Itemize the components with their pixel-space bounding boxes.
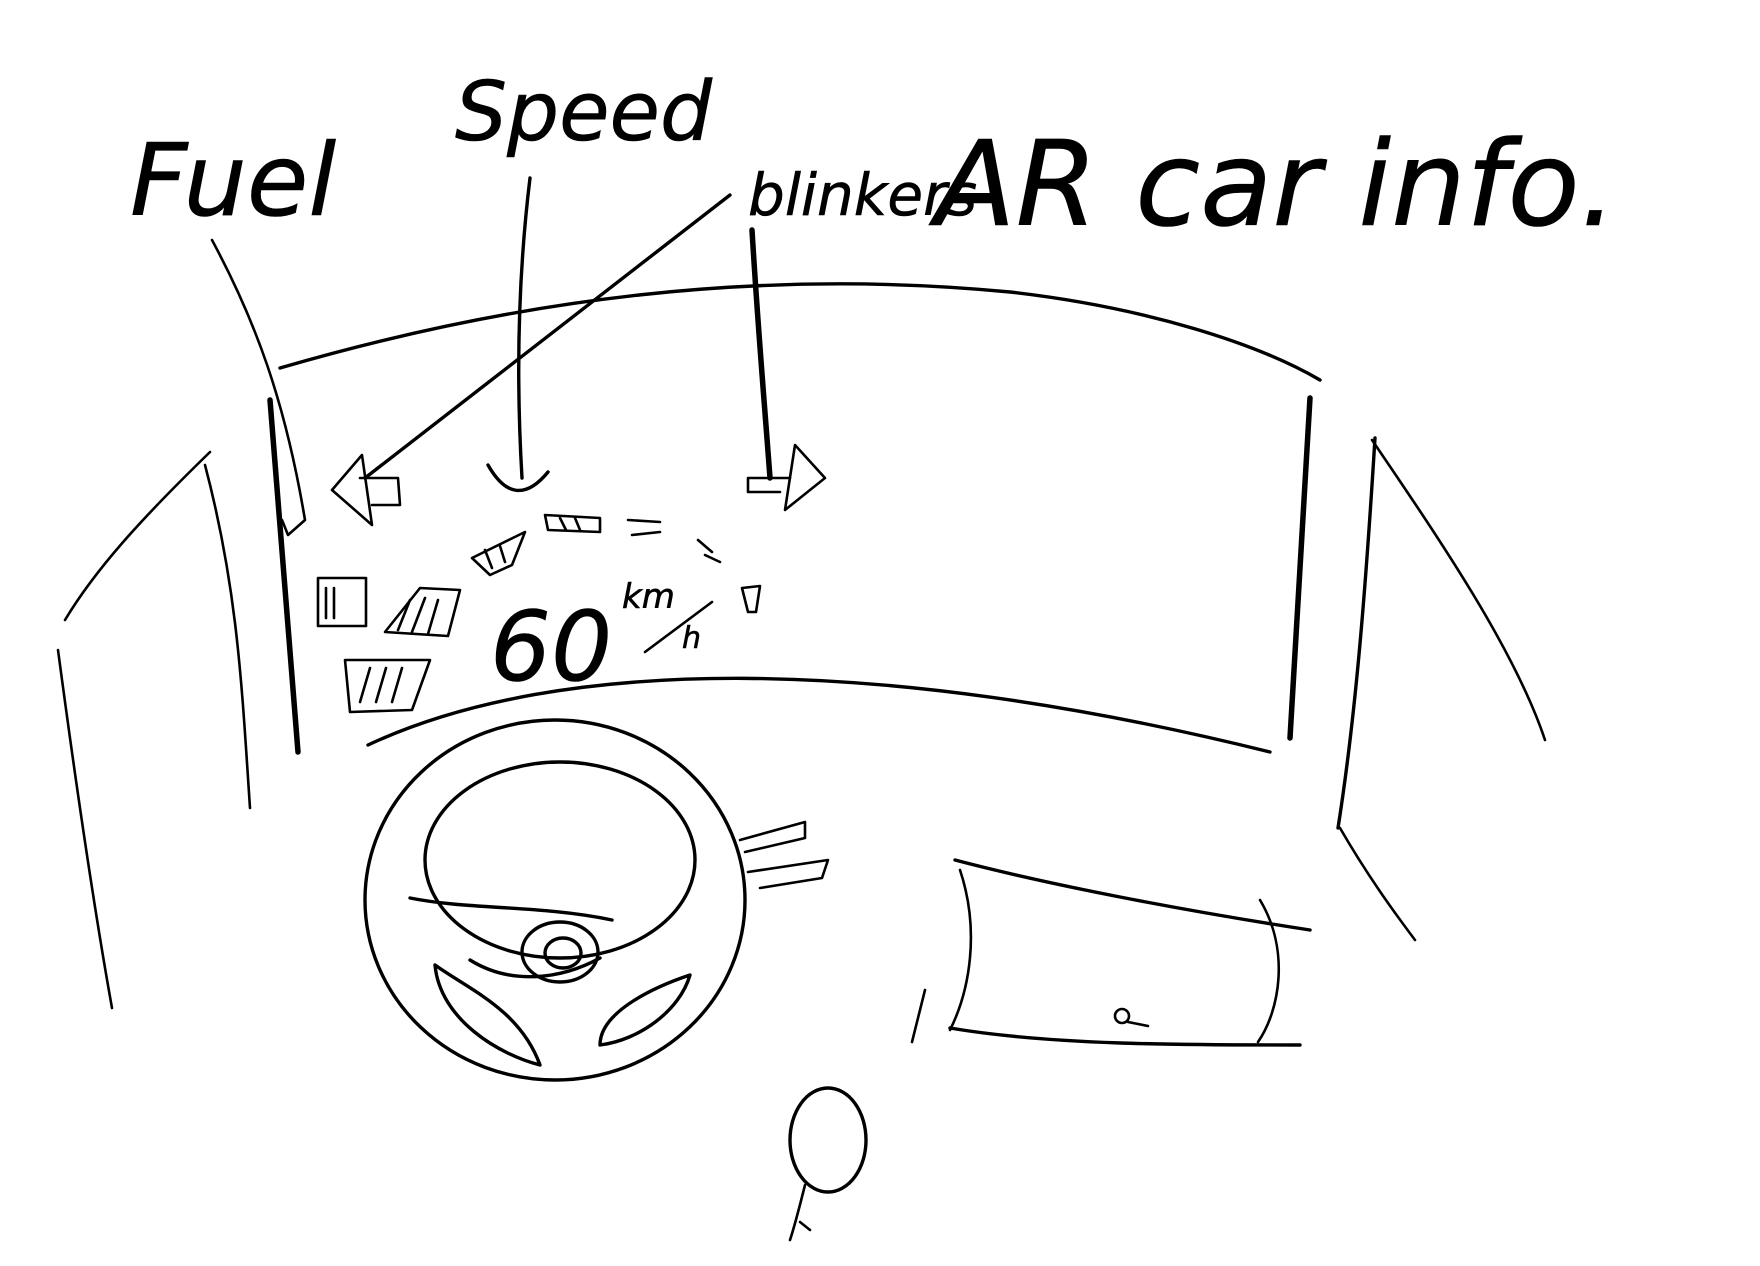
right-blinker-icon [746,443,827,512]
speed-arrow [517,176,532,480]
label-blinkers: blinkers [748,161,977,229]
turn-signal-stalk [738,820,830,890]
hud-indicator-icons [470,513,762,614]
speed-value: 60 [490,591,612,703]
car-body-lines [56,436,1547,1010]
speed-unit-bottom: h [682,621,701,656]
annotation-arrows [210,176,773,537]
speed-unit-divider [643,600,714,654]
glovebox [910,858,1312,1047]
steering-wheel [363,718,747,1082]
blinker-left-arrow [363,193,732,480]
speed-unit-top: km [622,577,675,617]
fuel-arrow [210,238,307,537]
blinker-right-arrow [749,227,773,481]
label-fuel: Fuel [130,122,336,239]
left-blinker-icon [330,453,402,527]
gear-shift-knob [788,1086,868,1242]
speed-arrowhead [486,463,550,492]
fuel-gauge-icon [316,576,462,714]
windshield-frame [267,282,1322,755]
label-speed: Speed [455,65,713,160]
diagram-title: AR car info. [928,115,1617,253]
